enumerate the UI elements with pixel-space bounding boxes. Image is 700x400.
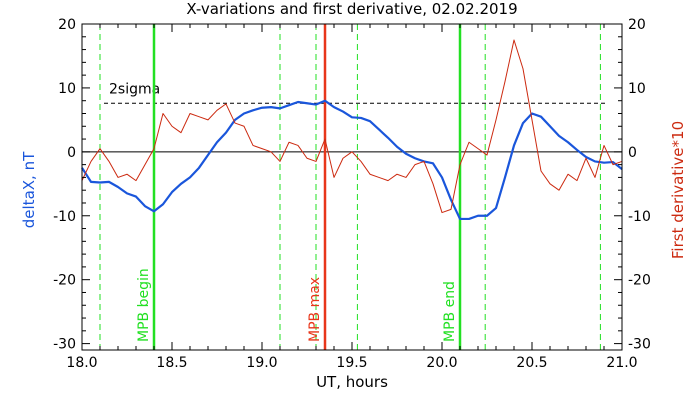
y-tick-label-right: -30 <box>628 337 651 353</box>
y-tick-label-left: -10 <box>53 209 76 225</box>
y-tick-label-left: -30 <box>53 337 76 353</box>
y-tick-label-right: 10 <box>628 81 646 97</box>
x-tick-label: 20.0 <box>426 355 457 371</box>
chart-title: X-variations and first derivative, 02.02… <box>186 0 517 18</box>
series-line-derivative <box>81 39 623 214</box>
y-tick-label-left: 0 <box>67 145 76 161</box>
y-tick-label-left: -20 <box>53 273 76 289</box>
y-tick-label-left: 20 <box>58 17 76 33</box>
marker-label: MPB max <box>307 277 323 342</box>
x-tick-label: 19.5 <box>336 355 367 371</box>
series-line-deltax <box>81 99 623 221</box>
y-axis-label-left: deltaX, nT <box>20 151 38 228</box>
y-tick-label-right: 0 <box>628 145 637 161</box>
y-tick-label-right: 20 <box>628 17 646 33</box>
x-tick-label: 20.5 <box>516 355 547 371</box>
y-tick-label-left: 10 <box>58 81 76 97</box>
y-tick-label-right: -20 <box>628 273 651 289</box>
x-tick-label: 18.5 <box>156 355 187 371</box>
y-axis-label-right: First derivative*10 <box>669 121 687 259</box>
y-tick-label-right: -10 <box>628 209 651 225</box>
marker-label: MPB end <box>442 281 458 342</box>
x-tick-label: 18.0 <box>66 355 97 371</box>
x-tick-label: 21.0 <box>606 355 637 371</box>
sigma-label: 2sigma <box>109 81 160 97</box>
x-axis-label: UT, hours <box>316 373 388 391</box>
marker-label: MPB begin <box>136 268 152 342</box>
x-tick-label: 19.0 <box>246 355 277 371</box>
